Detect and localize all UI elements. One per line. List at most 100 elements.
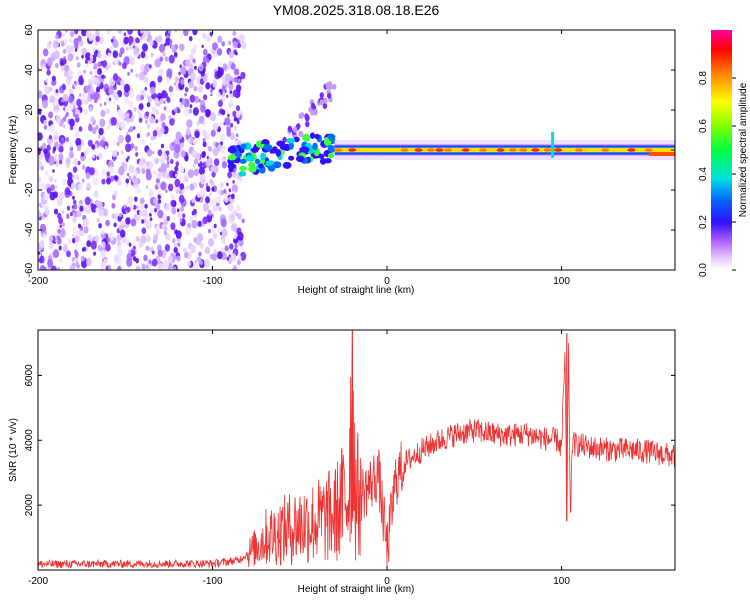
noise-blob — [85, 258, 92, 267]
noise-blob — [157, 249, 163, 257]
noise-blob — [212, 81, 218, 88]
noise-blob — [193, 138, 198, 146]
noise-blob — [74, 48, 78, 52]
noise-blob — [43, 192, 49, 201]
noise-blob — [73, 80, 77, 85]
noise-blob — [161, 152, 168, 162]
noise-blob — [128, 100, 134, 108]
noise-blob — [195, 236, 202, 246]
noise-blob — [127, 71, 130, 76]
noise-blob — [55, 185, 58, 189]
noise-blob — [145, 185, 149, 190]
noise-blob — [154, 36, 159, 42]
noise-blob — [158, 68, 164, 77]
noise-blob — [99, 118, 106, 128]
noise-blob — [107, 52, 112, 58]
noise-blob — [74, 113, 79, 120]
noise-blob — [60, 69, 64, 74]
noise-blob — [46, 57, 53, 67]
noise-blob — [192, 30, 198, 36]
noise-blob — [112, 50, 119, 59]
noise-blob — [82, 166, 85, 171]
noise-blob — [226, 130, 231, 137]
noise-blob — [184, 155, 189, 162]
noise-blob — [240, 245, 244, 250]
noise-blob — [179, 240, 182, 245]
noise-blob — [197, 85, 204, 94]
noise-blob — [78, 93, 82, 97]
noise-blob — [98, 223, 102, 229]
snr-x-label: Height of straight line (km) — [298, 584, 415, 595]
noise-blob — [76, 144, 82, 152]
noise-blob — [133, 245, 136, 250]
noise-blob — [95, 207, 100, 213]
noise-blob — [206, 34, 212, 42]
noise-blob — [140, 197, 145, 204]
noise-blob — [105, 108, 110, 115]
noise-blob — [187, 169, 194, 179]
noise-blob — [197, 220, 202, 227]
noise-blob — [107, 125, 110, 130]
noise-blob — [174, 52, 178, 57]
x-tick-label: 100 — [553, 576, 570, 587]
noise-blob — [128, 249, 132, 255]
noise-blob — [64, 71, 68, 77]
noise-blob — [92, 154, 95, 159]
noise-blob — [46, 69, 51, 76]
branch-blob — [293, 126, 298, 133]
noise-blob — [72, 233, 75, 238]
noise-blob — [221, 161, 227, 169]
noise-blob — [173, 246, 178, 254]
noise-blob — [143, 254, 148, 261]
noise-blob — [217, 48, 223, 56]
noise-blob — [81, 54, 84, 59]
noise-blob — [48, 242, 54, 250]
noise-blob — [55, 89, 59, 93]
y-tick-label: -40 — [24, 222, 35, 237]
noise-blob — [221, 109, 226, 116]
noise-blob — [170, 193, 176, 201]
noise-blob — [160, 143, 165, 149]
noise-blob — [183, 247, 187, 253]
spectrogram-marks — [38, 30, 675, 270]
noise-blob — [111, 202, 116, 209]
branch-blob — [327, 81, 333, 88]
noise-blob — [93, 190, 99, 198]
noise-blob — [135, 265, 141, 270]
noise-blob — [143, 76, 149, 83]
noise-blob — [125, 134, 131, 143]
noise-blob — [173, 82, 177, 86]
noise-blob — [223, 189, 227, 194]
noise-blob — [208, 238, 213, 244]
noise-blob — [175, 173, 178, 178]
noise-blob — [72, 166, 78, 173]
onset-blob — [239, 158, 247, 164]
noise-blob — [89, 88, 95, 95]
colorbar-tick-label: 0.4 — [698, 167, 709, 181]
branch-blob — [323, 97, 328, 104]
noise-blob — [185, 127, 191, 136]
noise-blob — [212, 204, 218, 213]
noise-blob — [233, 76, 238, 83]
noise-blob — [218, 144, 221, 149]
noise-blob — [119, 212, 122, 218]
noise-blob — [140, 94, 145, 101]
noise-blob — [213, 158, 220, 167]
noise-blob — [210, 129, 216, 137]
noise-blob — [101, 178, 106, 185]
x-tick-label: -200 — [28, 276, 48, 287]
noise-blob — [130, 249, 136, 257]
y-tick-label: -60 — [24, 262, 35, 277]
noise-blob — [187, 261, 192, 267]
noise-blob — [65, 30, 68, 33]
noise-blob — [228, 254, 231, 258]
noise-blob — [212, 53, 216, 59]
noise-blob — [111, 213, 116, 219]
noise-blob — [39, 264, 46, 270]
noise-blob — [218, 61, 222, 66]
noise-blob — [168, 85, 174, 93]
noise-blob — [133, 178, 139, 186]
noise-blob — [155, 119, 159, 124]
noise-blob — [112, 157, 116, 162]
noise-blob — [38, 90, 43, 99]
